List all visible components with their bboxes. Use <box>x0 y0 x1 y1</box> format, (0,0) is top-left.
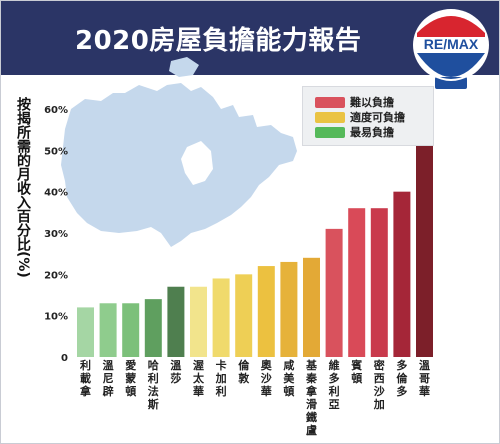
y-tick-label: 0 <box>61 353 68 364</box>
y-tick-label: 40% <box>44 188 68 199</box>
page-title: 2020房屋負擔能力報告 <box>75 26 362 56</box>
canada-map <box>61 83 297 247</box>
bar <box>348 208 366 357</box>
legend-label: 適度可負擔 <box>350 111 405 124</box>
legend: 難以負擔 適度可負擔 最易負擔 <box>302 86 434 146</box>
legend-swatch <box>315 126 345 138</box>
y-tick-label: 10% <box>44 312 68 323</box>
x-tick-label: 維多利亞 <box>329 358 340 411</box>
bar <box>77 307 94 357</box>
bar <box>167 286 185 357</box>
y-tick-label: 50% <box>44 146 68 157</box>
x-tick-label: 奧沙華 <box>261 358 273 398</box>
bar <box>280 261 298 357</box>
remax-balloon-logo: RE/MAX <box>413 9 489 89</box>
legend-item-hard: 難以負擔 <box>315 95 394 109</box>
bar <box>393 191 411 357</box>
x-tick-label: 溫莎 <box>170 358 181 385</box>
logo-text: RE/MAX <box>424 36 479 52</box>
bar <box>99 303 117 357</box>
x-tick-label: 多倫多 <box>396 358 408 398</box>
legend-label: 難以負擔 <box>350 96 394 109</box>
x-tick-label: 利載拿 <box>79 358 92 398</box>
x-tick-label: 密西沙加 <box>373 358 385 411</box>
legend-item-easy: 最易負擔 <box>315 125 394 139</box>
legend-swatch <box>315 111 345 123</box>
x-tick-label: 渥太華 <box>192 358 205 398</box>
bar <box>190 286 207 357</box>
bar <box>257 266 275 357</box>
x-tick-label: 咸美頓 <box>283 358 295 398</box>
legend-label: 最易負擔 <box>350 126 394 139</box>
x-tick-label: 溫尼辟 <box>103 358 114 398</box>
bar <box>303 257 320 357</box>
x-tick-label: 賓頓 <box>350 358 362 385</box>
hudson-bay <box>181 141 213 185</box>
legend-swatch <box>315 96 345 108</box>
y-axis-label: 按揭所需的月收入百分比(%) <box>15 97 31 278</box>
y-tick-label: 30% <box>44 229 68 240</box>
y-tick-label: 20% <box>44 270 68 281</box>
legend-item-moderate: 適度可負擔 <box>315 110 405 124</box>
y-tick-label: 60% <box>44 105 68 116</box>
bar <box>416 117 433 358</box>
bar <box>122 303 140 357</box>
x-tick-label: 倫敦 <box>238 358 250 385</box>
arctic-island <box>169 57 199 77</box>
bar <box>212 278 230 357</box>
bar <box>144 299 162 357</box>
bar <box>325 228 343 357</box>
x-tick-label: 溫哥華 <box>419 358 430 398</box>
bar <box>235 274 253 357</box>
x-tick-label: 基秦拿滑鐵盧 <box>305 358 318 437</box>
x-tick-label: 卡加利 <box>215 358 227 398</box>
x-tick-label: 愛蒙頓 <box>125 358 136 398</box>
bar <box>370 208 388 357</box>
x-tick-label: 哈利法斯 <box>148 358 159 411</box>
